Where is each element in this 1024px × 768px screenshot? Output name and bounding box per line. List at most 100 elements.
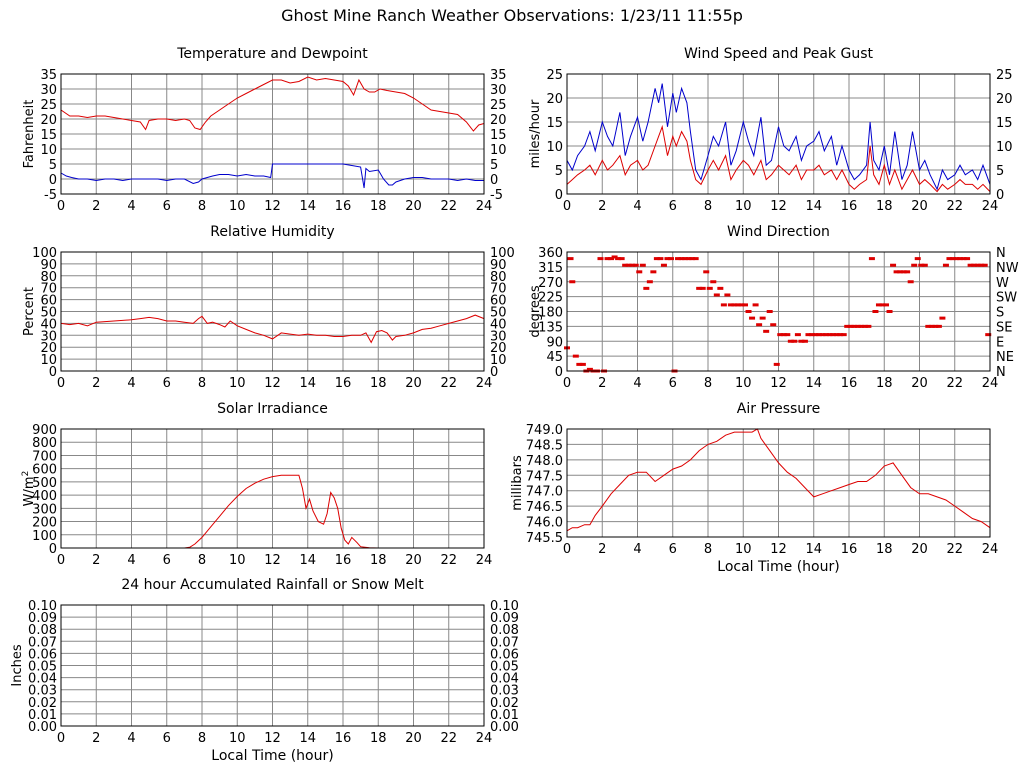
- data-point: [946, 257, 953, 261]
- x-tick-label: 0: [57, 731, 65, 746]
- x-tick-label: 12: [770, 376, 787, 391]
- data-point: [703, 270, 710, 274]
- data-point: [569, 280, 576, 284]
- x-tick-label: 18: [876, 199, 893, 214]
- x-tick-label: 8: [704, 376, 712, 391]
- data-point: [738, 303, 745, 307]
- x-tick-label: 22: [440, 731, 457, 746]
- y-tick-label: 10: [40, 353, 57, 368]
- data-point: [816, 333, 823, 337]
- y-tick-label-right: E: [996, 335, 1004, 350]
- data-point: [939, 316, 946, 320]
- y-tick-label: 45: [546, 350, 563, 365]
- data-point: [650, 270, 657, 274]
- data-point: [812, 333, 819, 337]
- series-line-red: [60, 314, 485, 344]
- y-tick-label-right: 20: [996, 92, 1013, 107]
- data-point: [914, 257, 921, 261]
- y-tick-label-right: 70: [490, 282, 507, 297]
- series-line-blue: [60, 163, 484, 189]
- y-tick-label: 0.07: [28, 635, 57, 650]
- x-tick-label: 0: [563, 376, 571, 391]
- data-point: [808, 333, 815, 337]
- x-tick-label: 4: [127, 731, 135, 746]
- y-tick-label-right: 0.03: [490, 684, 519, 699]
- data-point: [851, 324, 858, 328]
- data-point: [805, 333, 812, 337]
- data-point: [868, 257, 875, 261]
- y-tick-label: 315: [538, 261, 563, 276]
- data-point: [967, 263, 974, 267]
- data-point: [830, 333, 837, 337]
- data-point: [763, 329, 770, 333]
- y-tick-label: 900: [32, 423, 57, 438]
- data-point: [639, 263, 646, 267]
- data-point: [875, 303, 882, 307]
- y-axis-label: W/m2: [21, 471, 37, 507]
- data-point: [653, 257, 660, 261]
- x-tick-label: 24: [476, 376, 493, 391]
- x-tick-label: 12: [264, 731, 281, 746]
- x-tick-label: 16: [335, 731, 352, 746]
- y-tick-label: 746.5: [526, 500, 563, 515]
- y-tick-label: -5: [44, 188, 57, 203]
- y-tick-label-right: 0.10: [490, 599, 519, 614]
- x-tick-label: 4: [127, 553, 135, 568]
- data-point: [586, 367, 593, 371]
- x-tick-label: 6: [669, 199, 677, 214]
- data-point: [784, 333, 791, 337]
- data-point: [960, 257, 967, 261]
- y-tick-label-right: 100: [490, 246, 515, 261]
- x-tick-label: 6: [669, 542, 677, 557]
- y-tick-label: 30: [40, 329, 57, 344]
- x-tick-label: 6: [163, 376, 171, 391]
- data-point: [632, 263, 639, 267]
- x-tick-label: 24: [982, 542, 999, 557]
- data-point: [770, 323, 777, 327]
- data-point: [957, 257, 964, 261]
- data-point: [985, 333, 992, 337]
- data-point: [925, 324, 932, 328]
- data-point: [964, 257, 971, 261]
- x-tick-label: 0: [57, 199, 65, 214]
- x-tick-label: 6: [163, 199, 171, 214]
- x-tick-label: 10: [229, 553, 246, 568]
- y-tick-label-right: 5: [996, 164, 1004, 179]
- x-tick-label: 2: [598, 542, 606, 557]
- data-point: [879, 303, 886, 307]
- y-tick-label: 15: [40, 128, 57, 143]
- x-tick-label: 16: [841, 542, 858, 557]
- data-point: [611, 255, 618, 259]
- x-tick-label: 16: [335, 376, 352, 391]
- data-point: [854, 324, 861, 328]
- chart-title: 24 hour Accumulated Rainfall or Snow Mel…: [121, 577, 424, 593]
- x-tick-label: 8: [704, 542, 712, 557]
- data-point: [798, 339, 805, 343]
- data-point: [861, 324, 868, 328]
- y-tick-label: 700: [32, 449, 57, 464]
- y-tick-label: 0.10: [28, 599, 57, 614]
- x-axis-label: Local Time (hour): [211, 748, 333, 764]
- data-point: [942, 263, 949, 267]
- y-tick-label: 60: [40, 294, 57, 309]
- x-tick-label: 6: [163, 553, 171, 568]
- data-point: [678, 257, 685, 261]
- data-point: [872, 310, 879, 313]
- x-tick-label: 0: [563, 199, 571, 214]
- x-tick-label: 0: [57, 376, 65, 391]
- data-point: [826, 333, 833, 337]
- data-point: [833, 333, 840, 337]
- data-point: [579, 362, 586, 366]
- x-tick-label: 14: [299, 731, 316, 746]
- data-point: [823, 333, 830, 337]
- data-point: [953, 257, 960, 261]
- data-point: [819, 333, 826, 337]
- data-point: [787, 339, 794, 343]
- y-tick-label: 400: [32, 489, 57, 504]
- data-point: [646, 280, 653, 284]
- data-point: [622, 263, 629, 267]
- x-tick-label: 2: [92, 553, 100, 568]
- x-tick-label: 24: [476, 199, 493, 214]
- x-tick-label: 10: [735, 542, 752, 557]
- y-tick-label: 25: [546, 68, 563, 83]
